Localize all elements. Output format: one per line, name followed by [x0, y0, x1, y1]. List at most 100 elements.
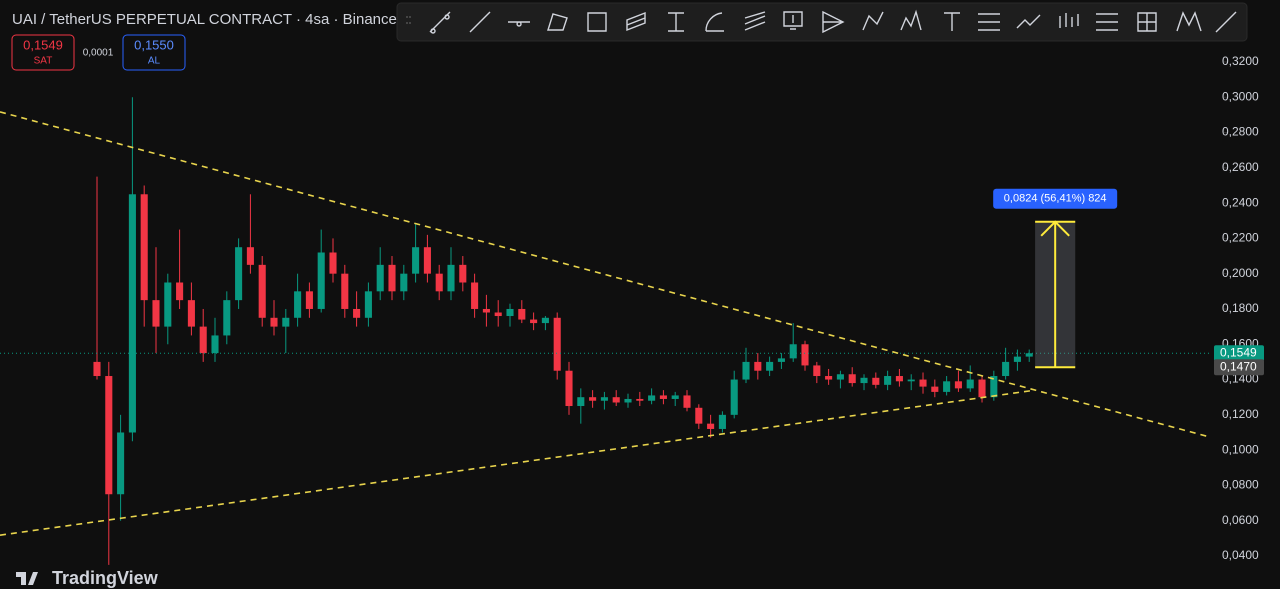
- candle-body: [388, 264, 396, 292]
- measure-label-bg: [993, 188, 1118, 209]
- candle-body: [128, 194, 136, 433]
- candle-body: [600, 397, 608, 401]
- tool-projection[interactable]: [822, 10, 845, 34]
- trendline: [0, 389, 1036, 536]
- candle-body: [376, 264, 384, 292]
- candle-body: [813, 365, 821, 377]
- candle-body: [860, 377, 868, 384]
- candle-body: [754, 361, 762, 371]
- y-tick-label: 0,1200: [1222, 407, 1259, 421]
- candle-body: [872, 377, 880, 385]
- candle-body: [482, 308, 490, 313]
- price-label-bg: [1214, 345, 1264, 362]
- tool-range[interactable]: [668, 12, 684, 32]
- candle-body: [423, 247, 431, 274]
- candle-body: [742, 361, 750, 380]
- candle-body: [494, 312, 502, 317]
- candle-body: [435, 273, 443, 292]
- candle-body: [164, 282, 172, 327]
- measure-label: 0,0824 (56,41%) 824: [1004, 193, 1107, 205]
- candle-body: [199, 326, 207, 354]
- candle-body: [223, 300, 231, 336]
- tool-path[interactable]: [1016, 14, 1041, 29]
- candle-body: [954, 381, 962, 389]
- candle-body: [1002, 361, 1010, 377]
- sell-label: SAT: [34, 56, 53, 67]
- logo-icon: [16, 572, 38, 585]
- tool-pitchfork[interactable]: [744, 11, 766, 31]
- candle-body: [966, 379, 974, 389]
- buy-label: AL: [148, 56, 161, 67]
- candle-body: [789, 344, 797, 359]
- candle-body: [577, 397, 585, 407]
- candle-body: [671, 395, 679, 399]
- tool-fib[interactable]: [705, 12, 724, 32]
- candle-body: [353, 308, 361, 318]
- logo-text: TradingView: [52, 568, 159, 588]
- candle-body: [766, 361, 774, 371]
- candle-body: [659, 395, 667, 399]
- tool-brush[interactable]: [1215, 11, 1237, 33]
- candle-body: [211, 335, 219, 354]
- tool-forecast[interactable]: [783, 11, 803, 30]
- price-label-bg: [1214, 359, 1264, 376]
- candle-body: [176, 282, 184, 301]
- tool-channel[interactable]: [626, 11, 646, 32]
- tool-text[interactable]: [944, 12, 960, 31]
- candle-body: [907, 379, 915, 382]
- candle-body: [506, 308, 514, 317]
- candle-body: [565, 370, 573, 407]
- candle-body: [825, 376, 833, 380]
- tool-hline[interactable]: [508, 21, 530, 27]
- candle-body: [777, 358, 785, 362]
- candle-body: [140, 194, 148, 301]
- tool-position[interactable]: [1137, 12, 1157, 32]
- candle-body: [117, 432, 125, 495]
- candle-body: [246, 247, 254, 265]
- tool-elliott[interactable]: [900, 9, 922, 31]
- grip: [406, 16, 411, 24]
- toolbar-bg: [396, 2, 1248, 42]
- candle-body: [636, 398, 644, 401]
- tool-lines[interactable]: [978, 13, 1000, 31]
- y-tick-label: 0,1800: [1222, 301, 1259, 315]
- candle-body: [695, 407, 703, 424]
- candle-body: [943, 381, 951, 392]
- buy-button[interactable]: [122, 34, 186, 71]
- candle-body: [884, 376, 892, 385]
- tool-xabcd[interactable]: [1176, 11, 1202, 32]
- tool-rect[interactable]: [587, 12, 607, 32]
- tool-polyline[interactable]: [547, 13, 568, 31]
- candle-body: [553, 317, 561, 371]
- candle-body: [848, 374, 856, 384]
- sell-button[interactable]: [11, 34, 75, 71]
- candle-body: [530, 319, 538, 324]
- candle-body: [412, 247, 420, 274]
- tool-ray[interactable]: [469, 11, 491, 33]
- y-tick-label: 0,0600: [1222, 513, 1259, 527]
- tool-table[interactable]: [1096, 13, 1118, 31]
- candle-body: [683, 395, 691, 408]
- price-label: 0,1549: [1220, 345, 1257, 359]
- candle-body: [718, 414, 726, 429]
- candle-body: [459, 264, 467, 283]
- candle-body: [730, 379, 738, 415]
- tool-pattern[interactable]: [862, 11, 884, 31]
- y-tick-label: 0,1000: [1222, 442, 1259, 456]
- tool-trendline[interactable]: [429, 11, 451, 34]
- candle-body: [93, 361, 101, 377]
- candle-body: [305, 291, 313, 309]
- candle-body: [152, 300, 160, 327]
- candle-body: [471, 282, 479, 309]
- tool-bars[interactable]: [1059, 13, 1079, 28]
- candle-body: [270, 317, 278, 327]
- y-tick-label: 0,3000: [1222, 89, 1259, 103]
- candle-body: [801, 344, 809, 366]
- spread: 0,0001: [83, 48, 114, 59]
- buy-price: 0,1550: [134, 37, 174, 52]
- candle-body: [624, 398, 632, 403]
- candle-body: [612, 397, 620, 403]
- y-tick-label: 0,2600: [1222, 160, 1259, 174]
- y-tick-label: 0,2400: [1222, 195, 1259, 209]
